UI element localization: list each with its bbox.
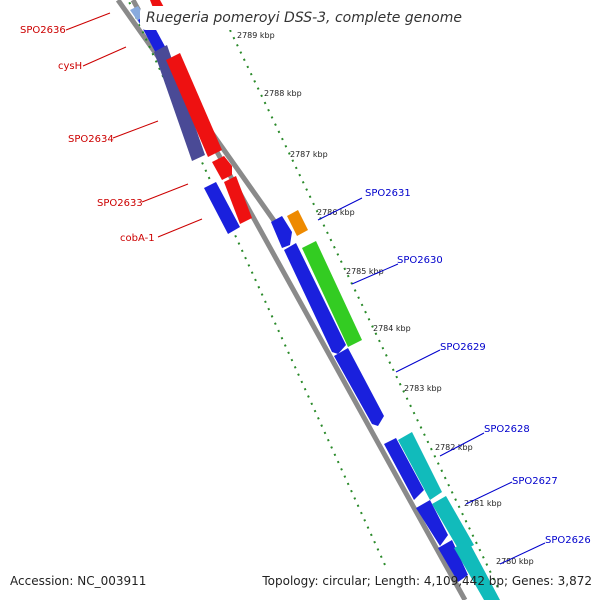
- leader-line: [157, 218, 203, 238]
- right-tick-guide: [229, 29, 501, 593]
- gene-spo2631[interactable]: [287, 210, 308, 236]
- gene-label-spo2628[interactable]: SPO2628: [484, 424, 530, 435]
- leader-line: [465, 481, 513, 505]
- gene-spo2630[interactable]: [302, 241, 362, 347]
- gene-spo2634-blue[interactable]: [154, 45, 205, 161]
- tick-label: 2784 kbp: [373, 324, 411, 333]
- gene-label-spo2634[interactable]: SPO2634: [68, 134, 114, 145]
- leader-line: [439, 432, 485, 457]
- leader-line: [65, 12, 111, 31]
- tick-label: 2787 kbp: [290, 150, 328, 159]
- gene-label-spo2627[interactable]: SPO2627: [512, 476, 558, 487]
- gene-spo2628[interactable]: [398, 432, 442, 500]
- gene-label-spo2629[interactable]: SPO2629: [440, 342, 486, 353]
- tick-label: 2781 kbp: [464, 499, 502, 508]
- gene-label-spo2626[interactable]: SPO2626: [545, 535, 591, 546]
- tick-label: 2783 kbp: [404, 384, 442, 393]
- tick-label: 2786 kbp: [317, 208, 355, 217]
- leader-line: [82, 46, 127, 67]
- genome-summary-text: Topology: circular; Length: 4,109,442 bp…: [262, 574, 592, 588]
- gene-spo2627[interactable]: [432, 496, 474, 552]
- gene-label-spo2630[interactable]: SPO2630: [397, 255, 443, 266]
- tick-label: 2789 kbp: [237, 31, 275, 40]
- leader-line: [317, 197, 363, 221]
- gene-spo2633-arrow[interactable]: [212, 156, 232, 180]
- accession-text: Accession: NC_003911: [10, 574, 147, 588]
- leader-line: [112, 120, 159, 139]
- gene-spo2626[interactable]: [454, 540, 500, 600]
- leader-line: [499, 542, 546, 565]
- gene-spo2634[interactable]: [166, 53, 222, 157]
- reverse-gene-labels: SPO2636 cysH SPO2634 SPO2633 cobA-1: [20, 12, 203, 244]
- left-tick-guide: [127, 0, 386, 566]
- leader-line: [395, 349, 441, 373]
- gene-label-spo2636[interactable]: SPO2636: [20, 25, 66, 36]
- gene-spo2627-arrow[interactable]: [416, 500, 448, 546]
- gene-label-cobA-1[interactable]: cobA-1: [120, 233, 155, 244]
- tick-label: 2785 kbp: [346, 267, 384, 276]
- leader-line: [351, 263, 399, 285]
- gene-spo2630-arrow[interactable]: [284, 243, 346, 354]
- gene-spo2626-arrow[interactable]: [438, 540, 468, 582]
- tick-label: 2782 kbp: [435, 443, 473, 452]
- gene-label-cysH[interactable]: cysH: [58, 61, 82, 72]
- gene-spo2628-arrow[interactable]: [384, 438, 424, 500]
- gene-spo2633[interactable]: [224, 176, 252, 224]
- tick-labels: 2789 kbp 2788 kbp 2787 kbp 2786 kbp 2785…: [237, 31, 534, 566]
- forward-gene-labels: SPO2631 SPO2630 SPO2629 SPO2628 SPO2627 …: [317, 188, 591, 565]
- gene-spo2631-arrow[interactable]: [271, 216, 292, 248]
- gene-label-spo2633[interactable]: SPO2633: [97, 198, 143, 209]
- gene-label-spo2631[interactable]: SPO2631: [365, 188, 411, 199]
- leader-line: [141, 183, 189, 203]
- tick-label: 2780 kbp: [496, 557, 534, 566]
- tick-label: 2788 kbp: [264, 89, 302, 98]
- genome-title: Ruegeria pomeroyi DSS-3, complete genome: [140, 6, 468, 30]
- gene-spo2629[interactable]: [334, 348, 384, 426]
- gene-cobA-1[interactable]: [204, 182, 240, 234]
